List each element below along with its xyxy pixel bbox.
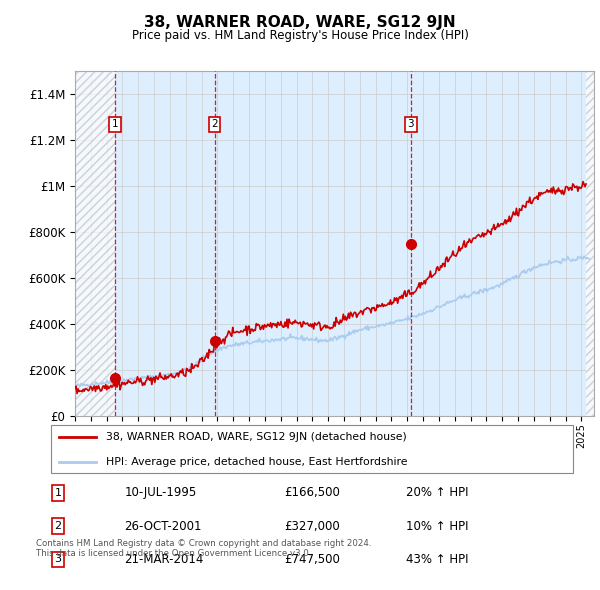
Text: 2: 2 [55, 521, 62, 531]
Text: 2: 2 [211, 119, 218, 129]
Text: Price paid vs. HM Land Registry's House Price Index (HPI): Price paid vs. HM Land Registry's House … [131, 29, 469, 42]
Text: 1: 1 [112, 119, 118, 129]
Text: £747,500: £747,500 [284, 553, 340, 566]
Text: 38, WARNER ROAD, WARE, SG12 9JN: 38, WARNER ROAD, WARE, SG12 9JN [144, 15, 456, 30]
Text: This data is licensed under the Open Government Licence v3.0.: This data is licensed under the Open Gov… [36, 549, 311, 558]
Text: 3: 3 [407, 119, 414, 129]
Text: 43% ↑ HPI: 43% ↑ HPI [406, 553, 469, 566]
Text: 10-JUL-1995: 10-JUL-1995 [124, 486, 197, 499]
Text: 10% ↑ HPI: 10% ↑ HPI [406, 520, 469, 533]
Text: 3: 3 [55, 555, 62, 564]
Text: 38, WARNER ROAD, WARE, SG12 9JN (detached house): 38, WARNER ROAD, WARE, SG12 9JN (detache… [106, 431, 407, 441]
Bar [75, 71, 115, 416]
Text: HPI: Average price, detached house, East Hertfordshire: HPI: Average price, detached house, East… [106, 457, 407, 467]
Text: £327,000: £327,000 [284, 520, 340, 533]
Text: £166,500: £166,500 [284, 486, 340, 499]
Text: Contains HM Land Registry data © Crown copyright and database right 2024.: Contains HM Land Registry data © Crown c… [36, 539, 371, 548]
FancyBboxPatch shape [50, 425, 574, 473]
Text: 26-OCT-2001: 26-OCT-2001 [124, 520, 202, 533]
Text: 1: 1 [55, 488, 62, 498]
Text: 21-MAR-2014: 21-MAR-2014 [124, 553, 203, 566]
Text: 20% ↑ HPI: 20% ↑ HPI [406, 486, 469, 499]
Bar [586, 71, 594, 416]
